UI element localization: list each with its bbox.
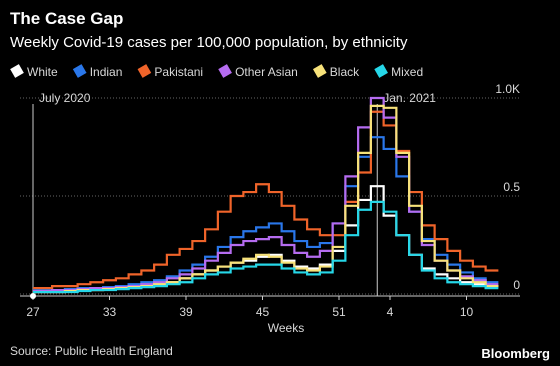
x-tick-label: 33 <box>103 305 117 319</box>
legend-swatch <box>312 64 327 78</box>
x-axis-label: Weeks <box>268 321 304 335</box>
legend-label: Other Asian <box>235 65 298 79</box>
annotation: July 2020 <box>39 91 91 105</box>
brand: Bloomberg <box>481 346 550 361</box>
x-tick-label: 27 <box>26 305 40 319</box>
source: Source: Public Health England <box>10 344 173 358</box>
legend-swatch <box>10 64 24 78</box>
y-tick-label: 0.5 <box>503 180 520 194</box>
series-line <box>33 136 499 292</box>
legend-swatch <box>218 64 232 78</box>
legend-label: Mixed <box>391 65 423 79</box>
legend-swatch <box>137 64 152 78</box>
series-line <box>33 110 499 290</box>
legend-label: White <box>27 65 58 79</box>
start-dot <box>30 293 36 299</box>
legend-swatch <box>374 64 388 78</box>
annotation: Jan. 2021 <box>383 91 436 105</box>
x-tick-label: 39 <box>179 305 193 319</box>
x-tick-label: 4 <box>387 305 394 319</box>
y-tick-label: 1.0K <box>495 82 520 96</box>
legend-label: Black <box>330 65 360 79</box>
chart-subtitle: Weekly Covid-19 cases per 100,000 popula… <box>10 34 408 51</box>
legend-swatch <box>72 64 87 78</box>
series-line <box>33 96 499 293</box>
legend-label: Pakistani <box>154 65 203 79</box>
x-tick-label: 45 <box>256 305 270 319</box>
x-tick-label: 51 <box>332 305 346 319</box>
chart-title: The Case Gap <box>10 9 123 28</box>
x-tick-label: 10 <box>460 305 474 319</box>
legend-label: Indian <box>90 65 123 79</box>
y-tick-label: 0 <box>513 278 520 292</box>
series-line <box>33 200 499 294</box>
